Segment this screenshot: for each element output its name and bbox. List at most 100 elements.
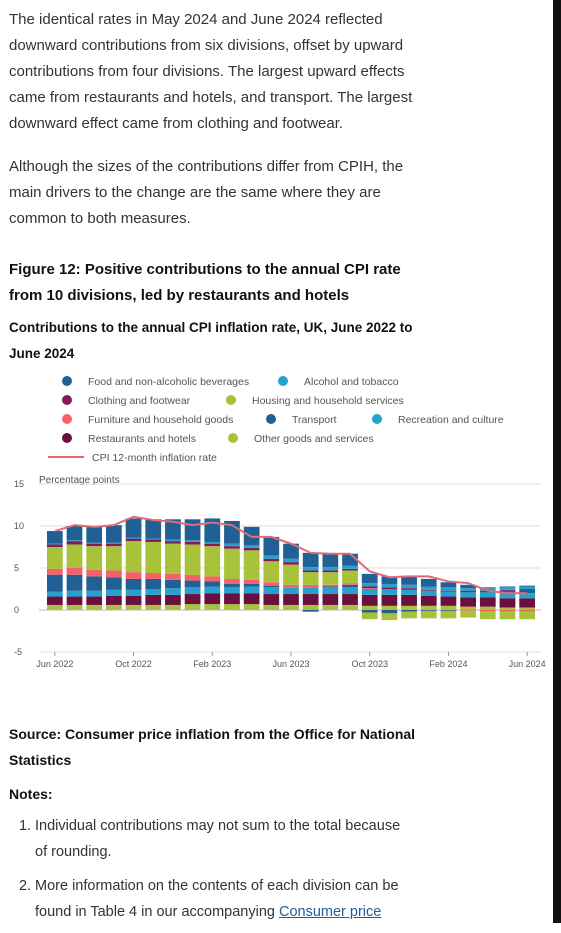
bar-segment <box>420 605 437 610</box>
note-item: 1. Individual contributions may not sum … <box>19 813 400 865</box>
bar-segment <box>519 610 536 612</box>
consumer-price-link[interactable]: Consumer price <box>278 904 382 920</box>
text-line: Although the sizes of the contributions … <box>9 158 404 175</box>
bar-segment <box>322 594 339 605</box>
legend-item-clothing[interactable]: Clothing and footwear <box>62 395 190 407</box>
bar-segment <box>263 594 280 605</box>
bar-segment <box>342 570 358 584</box>
bar-segment <box>46 591 63 597</box>
bar-segment <box>361 583 378 587</box>
bar-segment <box>204 593 221 605</box>
bar-segment <box>46 544 63 547</box>
bar-segment <box>440 610 457 611</box>
bar-segment <box>499 607 516 610</box>
bar-segment <box>381 576 398 584</box>
bar-segment <box>106 543 122 547</box>
bar-segment <box>46 531 63 544</box>
bar-segment <box>263 555 280 559</box>
bar-segment <box>440 596 457 606</box>
legend-label: Clothing and footwear <box>88 395 191 407</box>
bar-segment <box>381 583 398 588</box>
legend-item-transport[interactable]: Transport <box>266 414 337 426</box>
legend-item-alcohol[interactable]: Alcohol and tobacco <box>278 376 399 388</box>
bar-segment <box>263 585 280 588</box>
legend-item-recreation[interactable]: Recreation and culture <box>372 414 504 426</box>
bar-segment <box>263 536 280 556</box>
bar-segment <box>165 541 181 544</box>
bar-segment <box>106 570 122 578</box>
bar-segment <box>499 611 516 620</box>
bar-segment <box>46 543 63 545</box>
bar-segment <box>243 586 260 594</box>
bar-segment <box>86 542 103 544</box>
cpi-rate-line <box>54 515 528 595</box>
bar-segment <box>519 589 536 590</box>
legend-item-food[interactable]: Food and non-alcoholic beverages <box>62 376 249 388</box>
bar-segment <box>125 578 142 590</box>
bar-segment <box>302 552 319 568</box>
bar-segment <box>460 606 476 610</box>
bar-segment <box>46 604 63 610</box>
legend-item-cpi-rate[interactable]: CPI 12-month inflation rate <box>48 452 217 464</box>
legend-label: Recreation and culture <box>398 414 504 426</box>
bar-segment <box>499 586 516 588</box>
bar-segment <box>401 610 417 612</box>
bar-segment <box>440 611 457 619</box>
bar-segment <box>401 605 417 610</box>
bar-segment <box>302 587 319 595</box>
x-tick-label: Feb 2024 <box>429 659 467 669</box>
bar-segment <box>302 567 319 571</box>
bar-segment <box>66 574 83 591</box>
bar-segment <box>86 546 103 570</box>
bar-segment <box>204 576 221 582</box>
y-tick-label: 5 <box>14 563 19 573</box>
bar-segment <box>86 526 103 543</box>
bar-segment <box>440 605 457 610</box>
bar-segment <box>106 604 122 610</box>
bar-segment <box>224 583 240 588</box>
bar-segment <box>204 518 221 542</box>
text-line: common to both measures. <box>9 210 191 227</box>
bar-segment <box>361 594 378 606</box>
text-line: The identical rates in May 2024 and June… <box>9 11 383 28</box>
bar-segment <box>361 573 378 584</box>
bar-segment <box>420 590 437 596</box>
legend-label: Food and non-alcoholic beverages <box>88 376 250 388</box>
legend-label: Restaurants and hotels <box>88 433 196 445</box>
bar-segment <box>322 567 339 571</box>
bar-segment <box>420 578 437 587</box>
bar-segment <box>106 577 122 590</box>
y-tick-label: -5 <box>14 647 22 657</box>
bar-segment <box>519 593 536 599</box>
legend-swatch <box>266 414 276 424</box>
bar-segment <box>184 574 201 581</box>
notes-list: 1. Individual contributions may not sum … <box>19 813 400 933</box>
bar-segment <box>184 519 201 541</box>
legend-swatch <box>62 395 72 405</box>
bar-segment <box>401 611 417 619</box>
bar-segment <box>460 592 476 598</box>
bar-segment <box>243 593 260 605</box>
legend-item-restaurants[interactable]: Restaurants and hotels <box>62 433 196 445</box>
bar-segment <box>322 604 339 610</box>
x-tick-label: Jun 2024 <box>509 659 546 669</box>
bar-segment <box>86 543 103 547</box>
figure-title-line: from 10 divisions, led by restaurants an… <box>9 287 350 304</box>
bar-segment <box>86 569 103 577</box>
bar-segment <box>519 598 536 608</box>
bar-segment <box>440 587 457 591</box>
bar-segment <box>66 540 83 542</box>
bar-segment <box>283 594 299 605</box>
text-line: main drivers to the change are the same … <box>9 184 381 201</box>
legend-swatch <box>372 414 382 424</box>
bar-segment <box>145 538 162 540</box>
bar-segment <box>401 584 417 589</box>
legend-item-other[interactable]: Other goods and services <box>228 433 374 445</box>
bar-segment <box>243 547 260 551</box>
legend-item-housing[interactable]: Housing and household services <box>226 395 404 407</box>
bar-segment <box>420 610 437 611</box>
x-tick-label: Oct 2022 <box>115 659 152 669</box>
bar-segment <box>125 589 142 596</box>
legend-item-furniture[interactable]: Furniture and household goods <box>62 414 233 426</box>
bar-segment <box>479 611 496 620</box>
